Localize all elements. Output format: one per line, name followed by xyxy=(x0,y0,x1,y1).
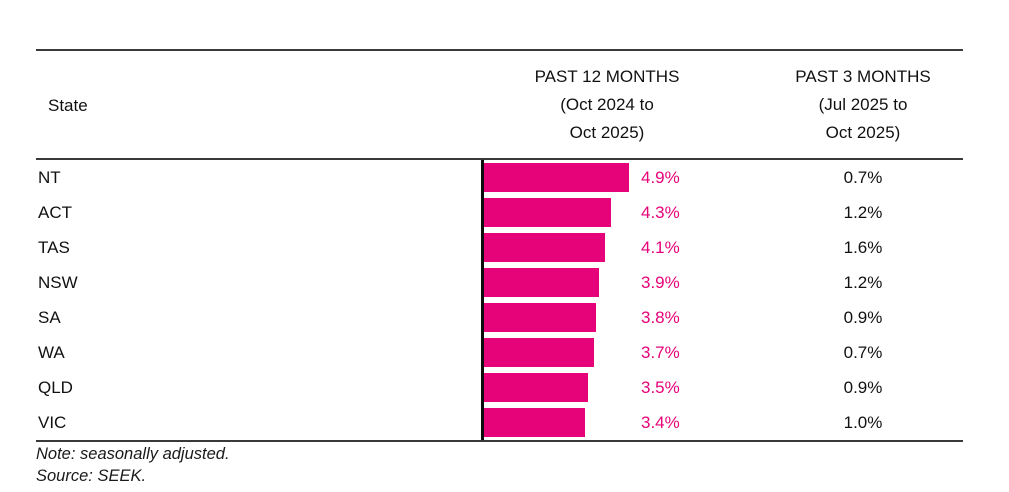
bar xyxy=(484,163,629,192)
table-row: TAS 4.1% 1.6% xyxy=(36,230,963,265)
top-rule xyxy=(36,49,963,51)
bar-value-label: 3.8% xyxy=(641,307,680,327)
column-header-state: State xyxy=(48,96,88,115)
bar-cell: 4.9% xyxy=(481,160,780,195)
state-label: TAS xyxy=(38,237,70,257)
bar-value-label: 3.9% xyxy=(641,272,680,292)
bar-cell: 3.5% xyxy=(481,370,780,405)
column-header-past-12-months: PAST 12 MONTHS (Oct 2024 to Oct 2025) xyxy=(534,67,680,142)
table-row: SA 3.8% 0.9% xyxy=(36,300,963,335)
bar xyxy=(484,198,611,227)
past-3-months-value: 1.6% xyxy=(843,237,883,257)
bar-cell: 3.9% xyxy=(481,265,780,300)
state-label: SA xyxy=(38,307,61,327)
source-text: Source: SEEK. xyxy=(36,467,147,485)
bar-value-label: 3.5% xyxy=(641,377,680,397)
past-3-months-value: 0.7% xyxy=(843,342,883,362)
table-row: NT 4.9% 0.7% xyxy=(36,160,963,195)
bottom-rule xyxy=(36,440,963,442)
bar-value-label: 4.9% xyxy=(641,167,680,187)
past-3-months-value: 0.9% xyxy=(843,377,883,397)
past-3-months-value: 1.0% xyxy=(843,412,883,432)
state-label: ACT xyxy=(38,202,72,222)
past-3-months-value: 1.2% xyxy=(843,202,883,222)
note-text: Note: seasonally adjusted. xyxy=(36,445,230,463)
bar-cell: 3.7% xyxy=(481,335,780,370)
past-3-months-value: 1.2% xyxy=(843,272,883,292)
bar-value-label: 4.3% xyxy=(641,202,680,222)
bar-value-label: 4.1% xyxy=(641,237,680,257)
table-row: ACT 4.3% 1.2% xyxy=(36,195,963,230)
past-3-months-value: 0.9% xyxy=(843,307,883,327)
bar-cell: 3.4% xyxy=(481,405,780,440)
past-3-months-value: 0.7% xyxy=(843,167,883,187)
bar xyxy=(484,303,596,332)
table-row: WA 3.7% 0.7% xyxy=(36,335,963,370)
bar-cell: 3.8% xyxy=(481,300,780,335)
state-label: QLD xyxy=(38,377,73,397)
bar-value-label: 3.7% xyxy=(641,342,680,362)
table-row: VIC 3.4% 1.0% xyxy=(36,405,963,440)
bar xyxy=(484,408,585,437)
column-header-past-3-months: PAST 3 MONTHS (Jul 2025 to Oct 2025) xyxy=(795,67,931,142)
state-label: WA xyxy=(38,342,65,362)
header-rule xyxy=(36,158,963,160)
bar-cell: 4.3% xyxy=(481,195,780,230)
bar-cell: 4.1% xyxy=(481,230,780,265)
table-body: NT 4.9% 0.7% ACT 4.3% 1.2% TAS 4.1% 1.6%… xyxy=(36,160,963,440)
table-row: QLD 3.5% 0.9% xyxy=(36,370,963,405)
footer-notes: Note: seasonally adjusted. Source: SEEK. xyxy=(36,443,963,487)
table-row: NSW 3.9% 1.2% xyxy=(36,265,963,300)
bar-value-label: 3.4% xyxy=(641,412,680,432)
bar xyxy=(484,233,605,262)
bar xyxy=(484,268,599,297)
state-label: NSW xyxy=(38,272,78,292)
bar xyxy=(484,373,588,402)
bar xyxy=(484,338,594,367)
state-label: VIC xyxy=(38,412,67,432)
state-label: NT xyxy=(38,167,61,187)
